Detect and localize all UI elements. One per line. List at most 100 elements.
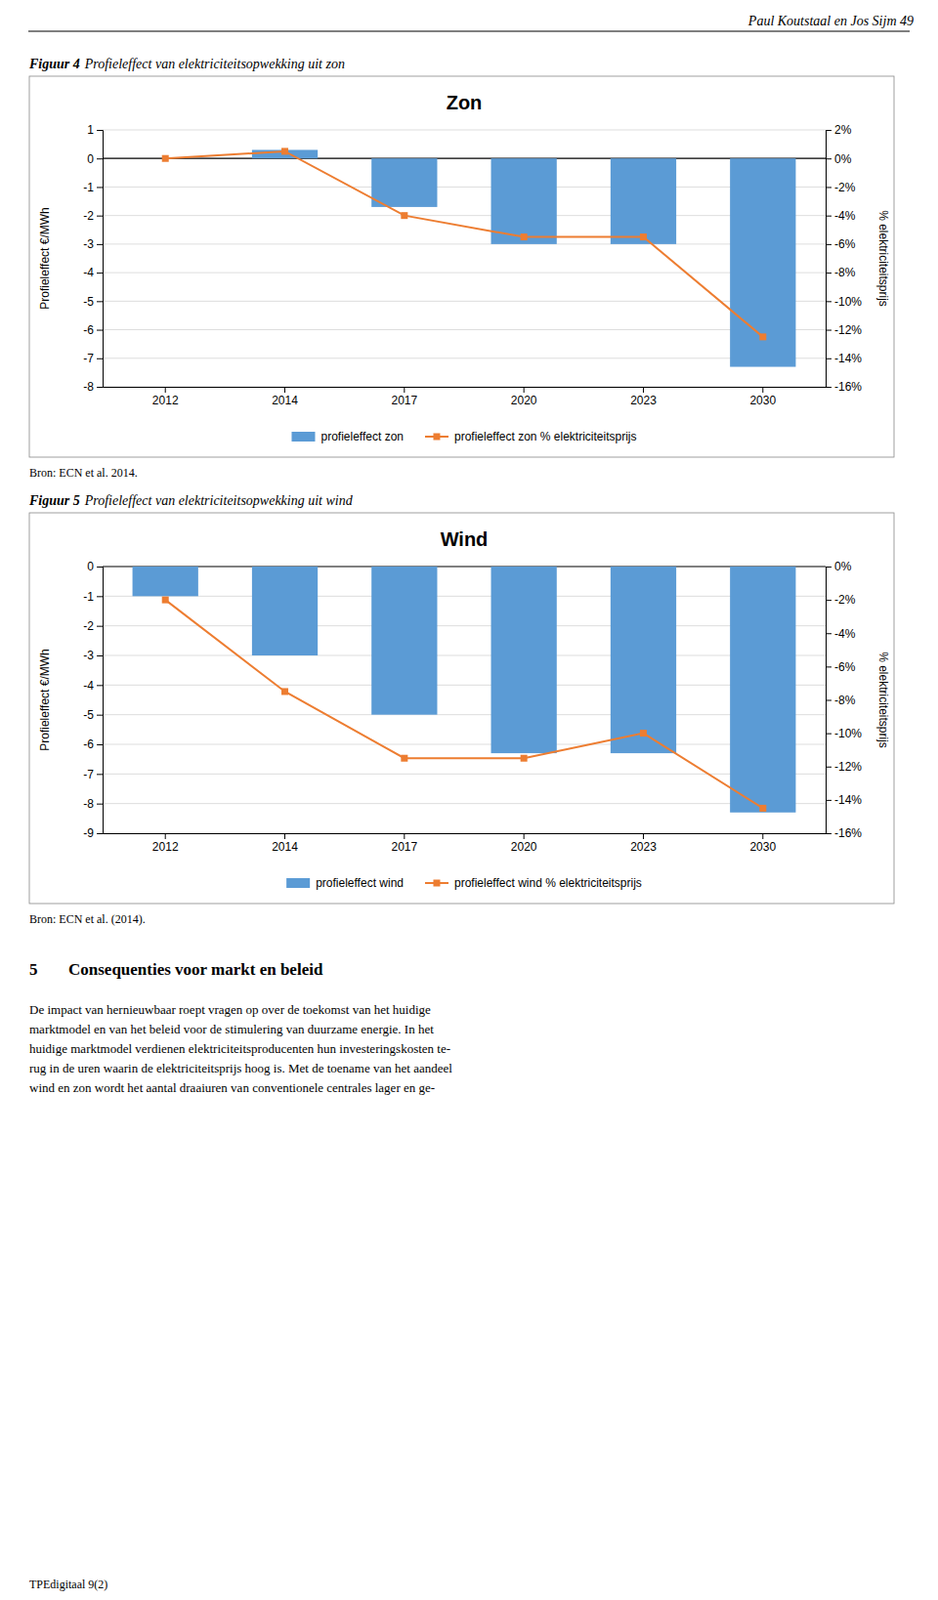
y-axis-tick-label: 0 bbox=[86, 152, 94, 167]
x-axis-tick: 2020 bbox=[511, 386, 538, 408]
caption-text: Profieleffect van elektriciteitsopwekkin… bbox=[84, 493, 354, 509]
y-axis-tick-mark bbox=[96, 744, 103, 746]
x-axis-tick-label: 2030 bbox=[749, 840, 776, 854]
x-axis-tick-label: 2020 bbox=[511, 393, 538, 408]
bar bbox=[729, 158, 796, 367]
y2-axis-tick: -6% bbox=[825, 237, 856, 252]
section-title: Consequenties voor markt en beleid bbox=[68, 960, 324, 980]
zero-line bbox=[102, 565, 826, 567]
y-axis-tick: -5 bbox=[83, 295, 103, 309]
x-axis-tick: 2017 bbox=[390, 833, 418, 854]
y-axis-tick-label: -5 bbox=[83, 708, 94, 723]
y2-axis-tick: -10% bbox=[825, 726, 862, 741]
y2-axis-tick-label: -8% bbox=[834, 265, 856, 280]
y2-axis-tick-mark bbox=[825, 700, 832, 702]
y2-axis-tick: -8% bbox=[825, 693, 856, 708]
bar-series bbox=[132, 566, 797, 813]
chart-title: Zon bbox=[446, 91, 483, 114]
y2-axis-tick-mark bbox=[825, 633, 832, 635]
grid-line bbox=[102, 129, 826, 131]
x-axis-tick: 2012 bbox=[152, 386, 179, 408]
bar bbox=[610, 566, 677, 754]
line bbox=[165, 151, 764, 338]
y2-axis-tick: -10% bbox=[825, 295, 862, 309]
y2-axis-tick: -6% bbox=[825, 660, 856, 675]
grid-line bbox=[102, 773, 826, 775]
grid-line bbox=[102, 329, 826, 331]
y2-axis-tick-label: -12% bbox=[834, 323, 862, 338]
x-axis-tick-label: 2012 bbox=[152, 393, 179, 408]
y-axis-tick: -5 bbox=[83, 708, 103, 723]
y2-axis-tick-label: -14% bbox=[834, 351, 862, 366]
y-axis-tick: -3 bbox=[83, 648, 103, 663]
legend-item: profieleffect wind % elektriciteitsprijs bbox=[425, 876, 642, 891]
source: Bron: ECN et al. (2014). bbox=[29, 912, 146, 927]
legend-swatch bbox=[286, 878, 310, 889]
y-axis-tick: -4 bbox=[83, 679, 103, 693]
x-axis-tick-label: 2014 bbox=[271, 393, 299, 408]
y-axis-tick-label: 1 bbox=[86, 123, 94, 137]
x-axis-tick-mark bbox=[762, 386, 764, 393]
x-axis-tick-mark bbox=[642, 833, 644, 840]
x-axis-tick-label: 2017 bbox=[390, 393, 418, 408]
bar bbox=[491, 158, 557, 245]
y2-axis-tick-mark bbox=[825, 733, 832, 735]
legend: profieleffect wind profieleffect wind % e… bbox=[286, 876, 642, 891]
y2-axis-tick: -8% bbox=[825, 265, 856, 280]
y2-axis-tick: -14% bbox=[825, 793, 862, 808]
header-rule bbox=[28, 30, 910, 32]
y2-axis-tick: 0% bbox=[825, 152, 853, 167]
grid-line bbox=[102, 243, 826, 245]
y-axis-tick: 0 bbox=[86, 559, 103, 574]
y-axis-tick: -7 bbox=[83, 351, 103, 366]
y-axis-tick-mark bbox=[96, 358, 103, 360]
y2-axis-line bbox=[826, 130, 833, 388]
y-axis-tick-label: -4 bbox=[83, 265, 94, 280]
x-axis-tick-label: 2014 bbox=[271, 840, 299, 854]
y-axis-tick-mark bbox=[96, 186, 103, 188]
x-axis-line bbox=[103, 833, 827, 835]
grid-line bbox=[102, 684, 826, 686]
y-axis-tick-label: -8 bbox=[83, 797, 94, 811]
y-axis-tick: 0 bbox=[86, 152, 103, 167]
y2-axis-tick-mark bbox=[825, 599, 832, 601]
y-axis-tick-mark bbox=[96, 300, 103, 302]
marker bbox=[520, 233, 528, 241]
y-axis: 0-1-2-3-4-5-6-7-8-9 bbox=[83, 559, 103, 841]
marker bbox=[759, 333, 767, 341]
grid-line bbox=[102, 300, 826, 302]
grid-line bbox=[102, 186, 826, 188]
x-axis-tick-mark bbox=[642, 386, 644, 393]
y2-axis-tick: -4% bbox=[825, 209, 856, 223]
line bbox=[165, 599, 764, 809]
y-axis-tick-mark bbox=[96, 272, 103, 274]
y2-axis-tick-mark bbox=[825, 767, 832, 768]
zero-line bbox=[102, 158, 826, 160]
x-axis-tick-label: 2023 bbox=[630, 393, 657, 408]
caption-label: Figuur 5 bbox=[28, 493, 81, 509]
marker bbox=[162, 596, 170, 604]
y-axis-tick-label: -1 bbox=[83, 180, 94, 195]
bar bbox=[252, 566, 318, 656]
marker bbox=[281, 687, 289, 695]
y-axis-tick-label: -6 bbox=[83, 323, 94, 338]
x-axis-tick: 2030 bbox=[749, 833, 776, 854]
bar bbox=[371, 566, 437, 716]
caption-label: Figuur 4 bbox=[28, 56, 81, 72]
y2-axis-tick-label: -8% bbox=[834, 693, 856, 708]
marker bbox=[400, 212, 408, 219]
x-axis-tick: 2030 bbox=[749, 386, 776, 408]
y2-axis-tick-mark bbox=[825, 666, 832, 668]
x-axis-tick-mark bbox=[523, 833, 525, 840]
y2-axis-tick-mark bbox=[825, 330, 832, 332]
legend-label: profieleffect wind bbox=[315, 876, 404, 891]
y2-axis-tick-label: -10% bbox=[834, 726, 862, 741]
body-line: marktmodel en van het beleid voor de sti… bbox=[29, 1022, 434, 1037]
y-axis-tick-mark bbox=[96, 833, 103, 835]
y-axis-tick: -2 bbox=[83, 209, 103, 223]
y2-axis-tick: -16% bbox=[825, 826, 862, 841]
x-axis-tick: 2020 bbox=[511, 833, 538, 854]
y2-axis-tick-label: -14% bbox=[834, 793, 862, 808]
y-axis-tick-mark bbox=[96, 804, 103, 806]
legend-item: profieleffect zon bbox=[291, 429, 404, 444]
